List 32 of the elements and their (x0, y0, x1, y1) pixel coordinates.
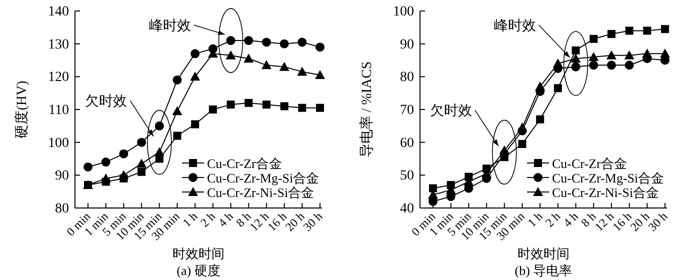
x-tick-label: 1 h (180, 209, 200, 230)
y-tick-label: 90 (55, 168, 69, 184)
y-tick-label: 120 (48, 70, 69, 86)
y-tick-label: 70 (400, 103, 414, 118)
y-tick-label: 100 (393, 4, 414, 20)
y-axis-title: 导电率 / %IACS (359, 61, 375, 158)
annotation: 峰时效 (148, 18, 191, 34)
x-axis-title: 时效时间 (172, 246, 224, 261)
y-tick-label: 90 (400, 37, 414, 52)
annotation: 峰时效 (494, 18, 536, 34)
y-tick-label: 130 (48, 37, 69, 52)
y-tick-label: 60 (400, 136, 414, 151)
y-tick-label: 110 (48, 103, 69, 118)
legend-label: Cu-Cr-Zr合金 (207, 156, 282, 171)
legend-label: Cu-Cr-Zr合金 (552, 156, 627, 171)
annotation: 欠时效 (85, 93, 127, 110)
legend-label: Cu-Cr-Zr-Ni-Si合金 (207, 185, 314, 200)
x-axis-title: 时效时间 (518, 246, 570, 261)
x-tick-label: 1 h (524, 209, 546, 230)
legend-label: Cu-Cr-Zr-Ni-Si合金 (552, 185, 660, 200)
y-tick-label: 40 (400, 202, 414, 216)
y-tick-label: 100 (48, 136, 69, 151)
y-tick-label: 80 (55, 202, 69, 216)
y-axis-title: 硬度(HV) (14, 80, 30, 138)
annotation: 欠时效 (430, 103, 472, 120)
y-tick-label: 140 (48, 4, 69, 20)
legend-label: Cu-Cr-Zr-Mg-Si合金 (207, 170, 320, 186)
legend-label: Cu-Cr-Zr-Mg-Si合金 (552, 170, 664, 186)
text: (a) 硬度 (176, 263, 220, 278)
y-tick-label: 50 (400, 168, 414, 184)
y-tick-label: 80 (400, 70, 414, 86)
text: (b) 导电率 (514, 263, 572, 278)
